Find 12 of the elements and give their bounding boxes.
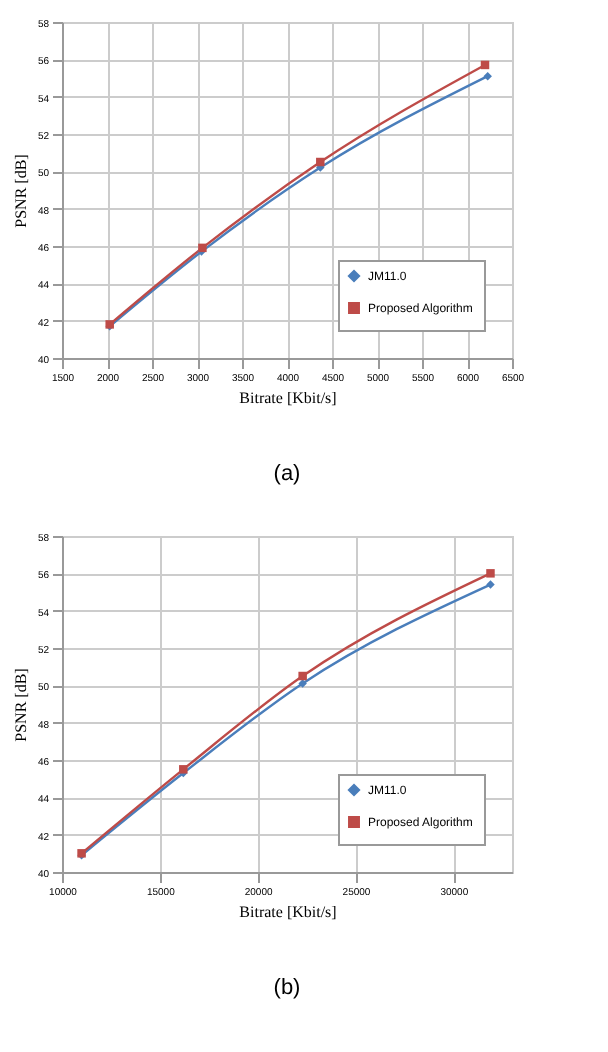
- point: [486, 580, 495, 589]
- point: [316, 157, 325, 167]
- y-axis-title: PSNR [dB]: [11, 153, 30, 228]
- point: [298, 671, 307, 681]
- point: [483, 71, 492, 81]
- point: [486, 569, 495, 578]
- y-axis-title: PSNR [dB]: [11, 667, 30, 742]
- text: (b): [273, 976, 301, 1000]
- x-axis-title: Bitrate [Kbit/s]: [239, 389, 338, 407]
- text: (a): [273, 462, 301, 486]
- x-axis-title: Bitrate [Kbit/s]: [239, 903, 338, 921]
- point: [298, 679, 307, 688]
